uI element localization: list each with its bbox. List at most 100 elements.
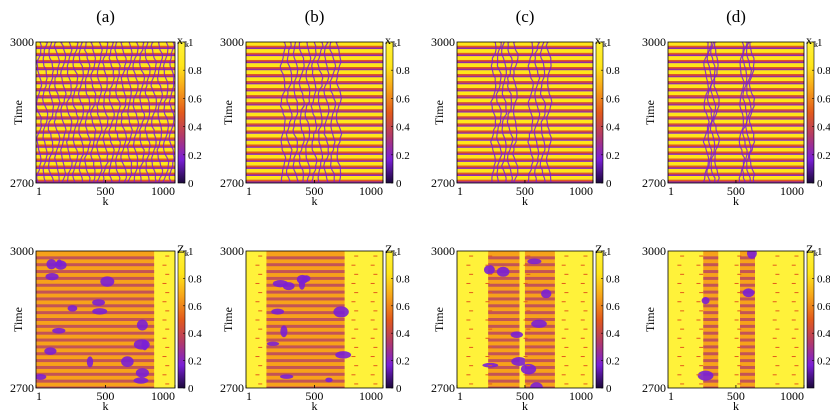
stripe-edge bbox=[246, 68, 383, 70]
incoherent-streak bbox=[740, 372, 755, 376]
incoherent-trace bbox=[132, 42, 140, 183]
incoherent-trace bbox=[53, 42, 61, 182]
stripe-edge bbox=[246, 138, 383, 140]
incoherent-streak bbox=[703, 256, 719, 260]
coherent-dash bbox=[165, 292, 170, 294]
coherent-dash bbox=[583, 310, 588, 312]
colorbar-tick-label: 0.8 bbox=[396, 273, 410, 285]
coherent-dash bbox=[564, 383, 569, 385]
colorbar-label-subscript: k bbox=[814, 40, 818, 49]
stripe-mid bbox=[457, 74, 593, 76]
incoherent-streak bbox=[703, 311, 719, 315]
stripe-mid bbox=[457, 67, 593, 69]
stripe-bright bbox=[457, 147, 593, 152]
incoherent-streak bbox=[524, 283, 555, 287]
coherent-dash bbox=[564, 292, 569, 294]
x-axis-label: k bbox=[733, 194, 739, 208]
stripe-bright bbox=[36, 154, 175, 159]
coherent-dash bbox=[354, 328, 359, 330]
stripe-edge bbox=[246, 89, 383, 91]
stripe-edge bbox=[668, 124, 804, 126]
incoherent-streak bbox=[36, 352, 155, 356]
stripe-bright bbox=[668, 105, 804, 110]
stripe-bright bbox=[36, 140, 175, 145]
stripe-edge bbox=[246, 75, 383, 77]
x-tick-label: 1000 bbox=[780, 389, 804, 403]
x-axis-label: k bbox=[312, 399, 318, 413]
incoherent-streak bbox=[524, 352, 555, 356]
stripe-mid bbox=[246, 109, 383, 111]
stripe-mid bbox=[668, 74, 804, 76]
incoherent-trace bbox=[162, 42, 170, 183]
stripe-bright bbox=[668, 175, 804, 180]
stripe-bright bbox=[246, 147, 383, 152]
coherent-dash bbox=[469, 365, 474, 367]
incoherent-streak bbox=[488, 304, 520, 308]
incoherent-trace bbox=[741, 42, 748, 183]
coherent-dash bbox=[680, 310, 685, 312]
coherent-dash bbox=[526, 255, 531, 257]
coherent-dash bbox=[466, 374, 471, 376]
coherent-dash bbox=[526, 328, 531, 330]
colorbar-tick-label: 0.4 bbox=[606, 328, 620, 340]
coherent-dash bbox=[734, 319, 739, 321]
incoherent-streak bbox=[524, 359, 555, 363]
stripe-edge bbox=[36, 138, 175, 140]
coherent-dash bbox=[775, 255, 780, 257]
stripe-bright bbox=[246, 119, 383, 124]
colorbar-tick-label: 0.4 bbox=[188, 122, 202, 134]
coherent-dash bbox=[258, 383, 263, 385]
stripe-mid bbox=[36, 81, 175, 83]
coherent-dash bbox=[794, 255, 799, 257]
coherent-dash bbox=[737, 383, 742, 385]
stripe-mid bbox=[246, 144, 383, 146]
coherent-dash bbox=[523, 264, 528, 266]
x-tick-label: 500 bbox=[305, 184, 323, 198]
incoherent-trace bbox=[279, 42, 287, 183]
coherent-dash bbox=[699, 310, 704, 312]
stripe-bright bbox=[668, 112, 804, 117]
coherent-dash bbox=[162, 301, 167, 303]
incoherent-trace bbox=[36, 42, 43, 183]
coherent-dash bbox=[255, 356, 260, 358]
incoherent-trace bbox=[738, 42, 746, 183]
coherent-dash bbox=[791, 374, 796, 376]
incoherent-trace bbox=[329, 42, 337, 182]
colorbar bbox=[385, 250, 394, 389]
coherent-dash bbox=[775, 328, 780, 330]
coherent-dash bbox=[772, 264, 777, 266]
stripe-edge bbox=[457, 174, 593, 176]
coherent-dash bbox=[354, 310, 359, 312]
colorbar-tick-label: 0.2 bbox=[396, 150, 410, 162]
stripe-bright bbox=[668, 49, 804, 53]
incoherent-streak bbox=[36, 345, 155, 349]
coherent-dash bbox=[561, 374, 566, 376]
incoherent-blob bbox=[52, 327, 66, 334]
incoherent-streak bbox=[524, 256, 555, 260]
coherent-dash bbox=[580, 374, 585, 376]
coherent-dash bbox=[561, 319, 566, 321]
x-tick-label: 1000 bbox=[151, 184, 175, 198]
stripe-bright bbox=[457, 119, 593, 124]
coherent-dash bbox=[488, 365, 493, 367]
coherent-dash bbox=[677, 374, 682, 376]
incoherent-streak bbox=[266, 290, 345, 294]
stripe-bright bbox=[457, 126, 593, 131]
stripe-mid bbox=[246, 74, 383, 76]
stripe-bright bbox=[457, 42, 593, 46]
stripe-mid bbox=[246, 123, 383, 125]
coherent-dash bbox=[526, 346, 531, 348]
coherent-dash bbox=[351, 374, 356, 376]
x-tick-label: 1 bbox=[668, 184, 674, 198]
coherent-dash bbox=[583, 328, 588, 330]
stripe-mid bbox=[668, 151, 804, 154]
incoherent-trace bbox=[285, 42, 293, 183]
x-tick-label: 1000 bbox=[569, 389, 593, 403]
stripe-mid bbox=[36, 144, 175, 146]
coherent-dash bbox=[258, 346, 263, 348]
coherent-dash bbox=[488, 273, 493, 275]
incoherent-streak bbox=[266, 256, 345, 260]
coherent-dash bbox=[523, 356, 528, 358]
